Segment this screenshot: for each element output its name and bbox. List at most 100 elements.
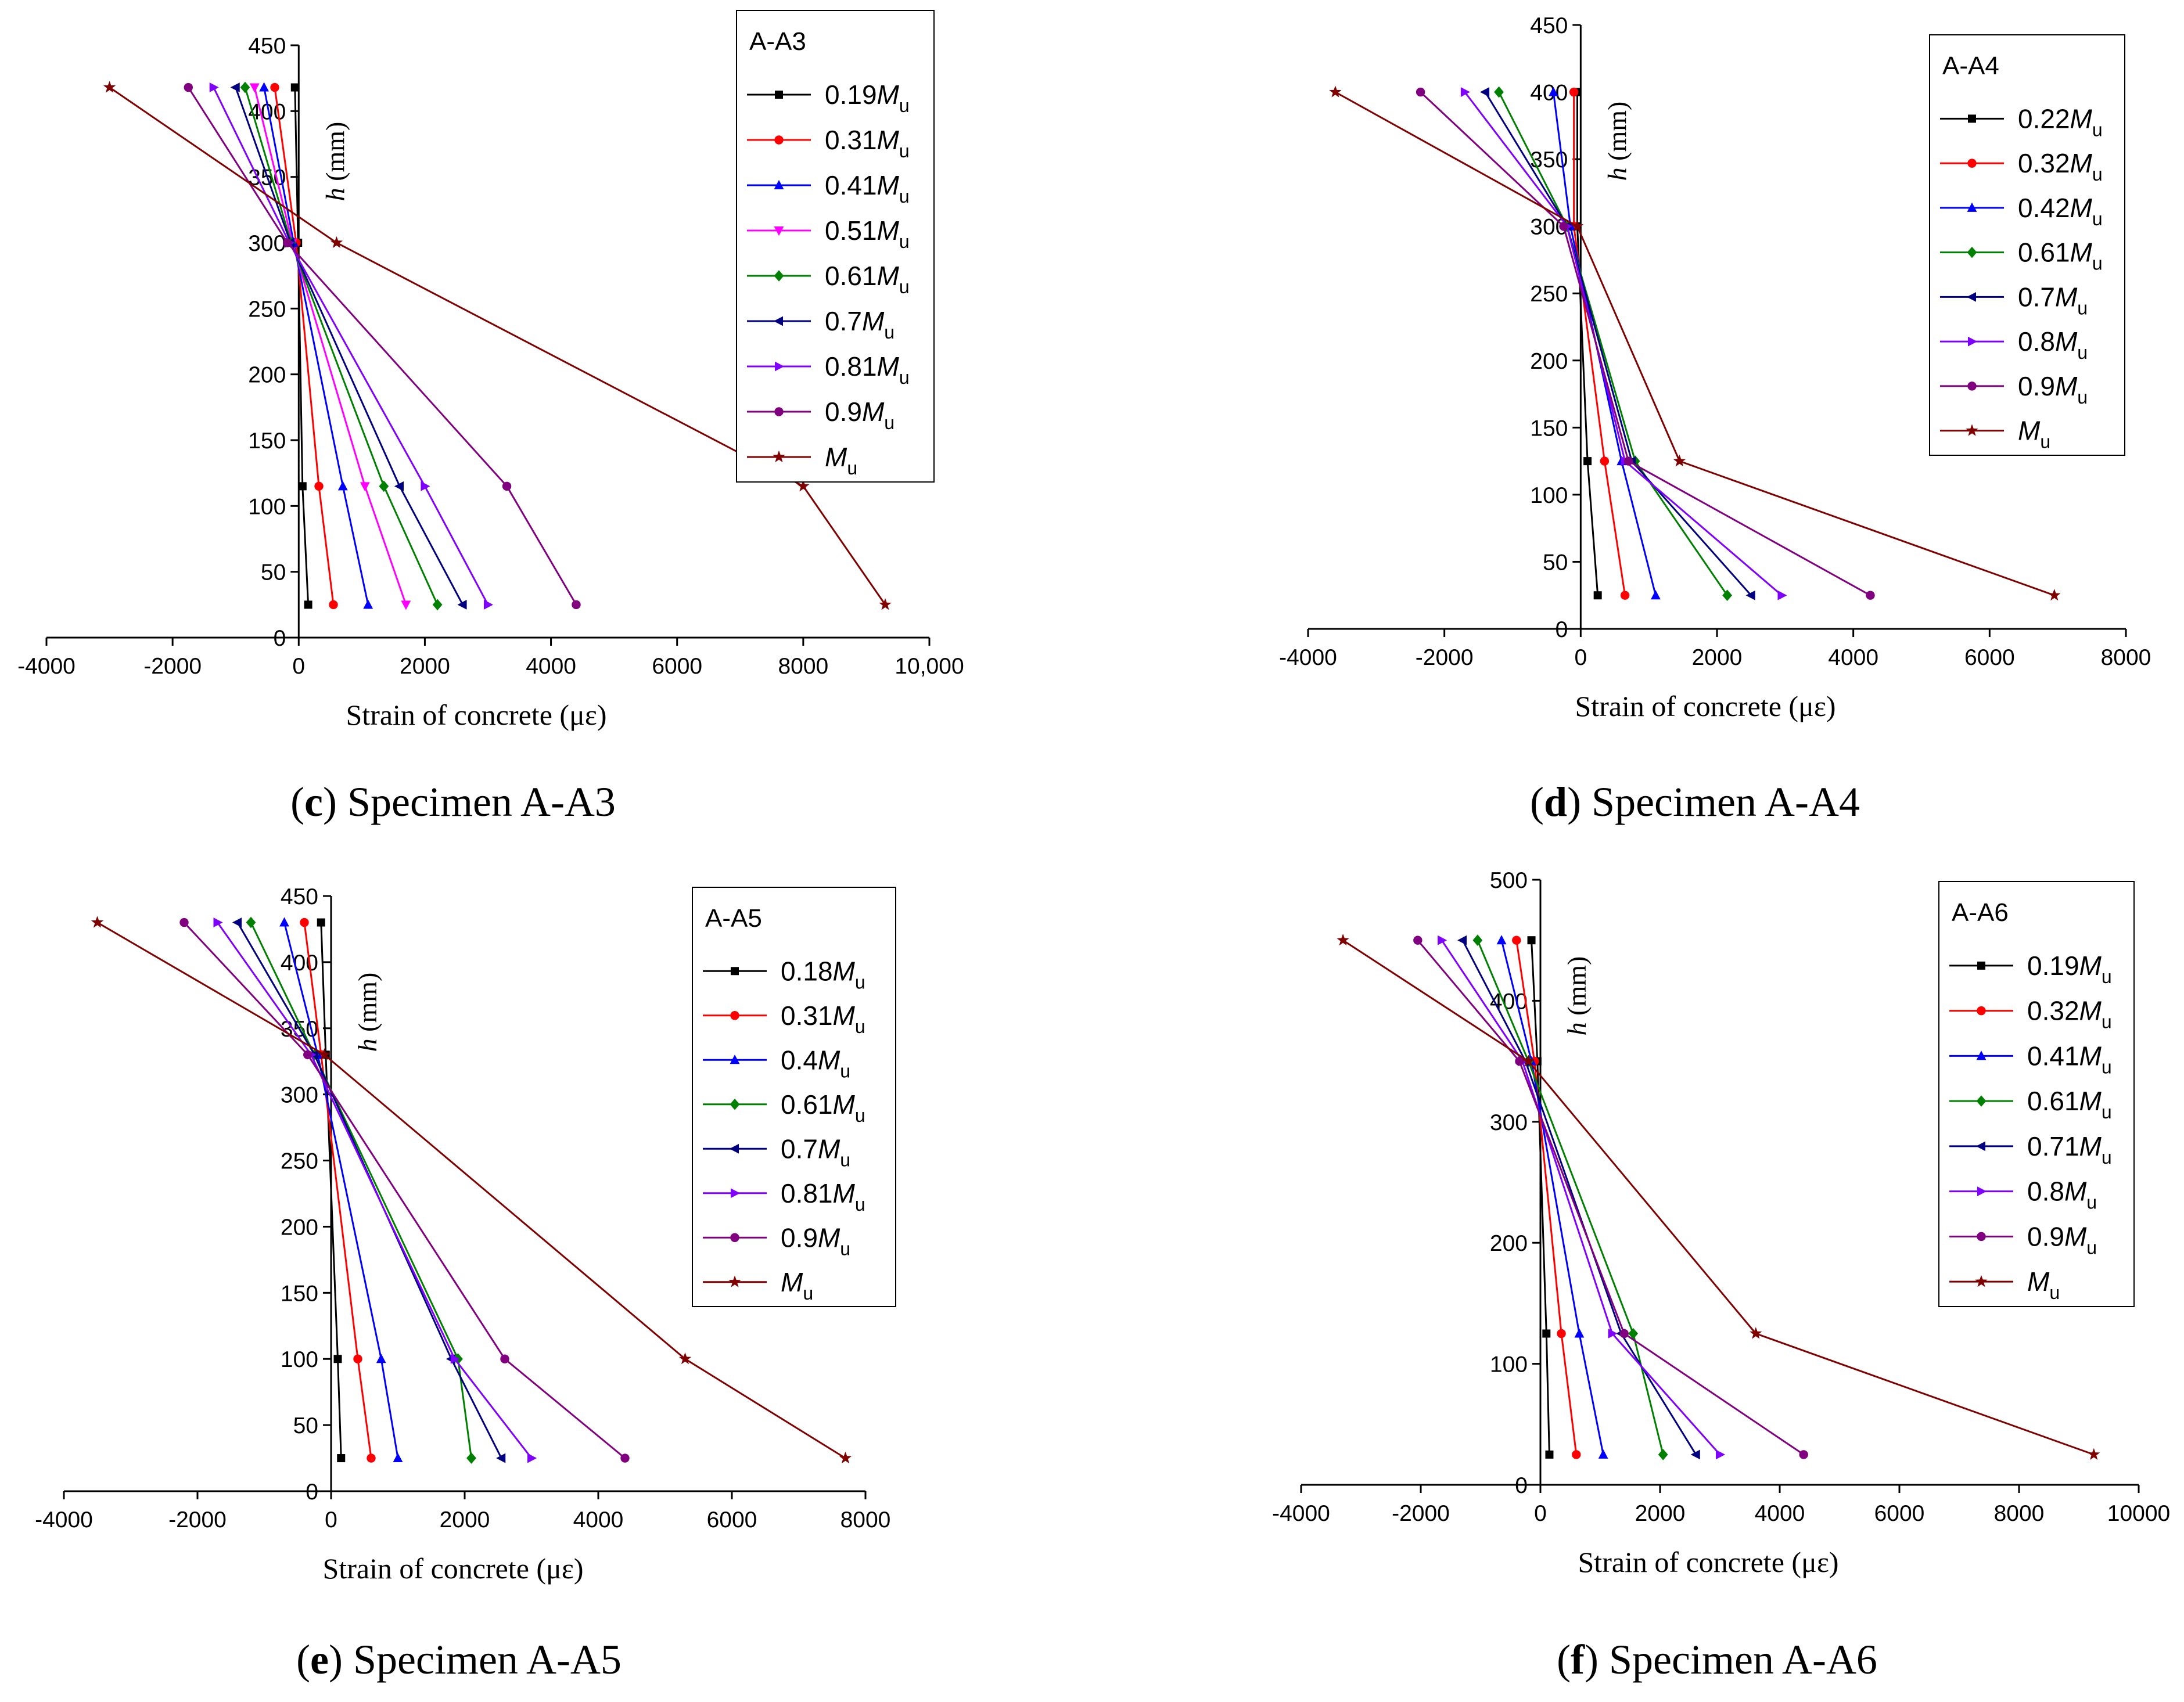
data-point bbox=[184, 82, 193, 92]
x-tick-label: 2000 bbox=[440, 1507, 490, 1532]
data-point bbox=[240, 81, 250, 93]
legend-entry-coef: 0.42 bbox=[2018, 193, 2070, 223]
data-point bbox=[797, 480, 810, 492]
legend-marker bbox=[1966, 424, 1978, 436]
data-point bbox=[484, 599, 494, 610]
legend-entry-subscript: u bbox=[899, 141, 910, 161]
y-tick-label: 250 bbox=[1530, 282, 1568, 307]
legend-entry-label: Mu bbox=[2018, 416, 2050, 452]
data-point bbox=[232, 917, 242, 927]
data-point bbox=[318, 1048, 331, 1060]
y-ticks: 0 100 200 300 400 500 bbox=[1490, 868, 1540, 1498]
y-tick-label: 200 bbox=[281, 1215, 318, 1240]
legend-entry-label: 0.9Mu bbox=[825, 397, 895, 433]
legend-entry-coef: 0.32 bbox=[2027, 996, 2079, 1026]
caption-text: Specimen A-A4 bbox=[1592, 779, 1860, 825]
x-tick-label: -4000 bbox=[1272, 1501, 1330, 1526]
y-tick-label: 100 bbox=[1490, 1352, 1528, 1377]
legend-entry-label: 0.22Mu bbox=[2018, 103, 2103, 140]
series-0.9Mu bbox=[1416, 87, 1875, 600]
legend-entry-subscript: u bbox=[855, 1016, 865, 1037]
legend-entry-label: Mu bbox=[2027, 1266, 2060, 1303]
y-axis-label-unit: (mm) bbox=[320, 122, 350, 188]
data-point bbox=[432, 599, 443, 611]
legend-marker bbox=[1968, 336, 1978, 347]
data-point bbox=[1329, 85, 1342, 98]
legend-marker bbox=[774, 226, 784, 236]
y-tick-label: 200 bbox=[248, 363, 286, 388]
legend-marker bbox=[774, 270, 784, 282]
legend-marker bbox=[730, 1098, 740, 1110]
y-axis-label: h (mm) bbox=[353, 973, 382, 1052]
legend-entry-symbol: M bbox=[2064, 1221, 2087, 1251]
data-point bbox=[1457, 935, 1467, 945]
data-point bbox=[333, 1355, 342, 1363]
legend-marker bbox=[730, 1011, 739, 1020]
legend-entry-label: 0.32Mu bbox=[2018, 148, 2103, 185]
x-tick-label: -2000 bbox=[1416, 645, 1474, 670]
legend-marker bbox=[1967, 382, 1977, 391]
legend-entry-symbol: M bbox=[833, 956, 856, 986]
legend-entry-coef: 0.51 bbox=[825, 215, 877, 246]
legend-entry-coef: 0.9 bbox=[825, 397, 862, 427]
legend-entry-subscript: u bbox=[855, 971, 865, 992]
data-point bbox=[1545, 1450, 1554, 1459]
x-tick-label: 0 bbox=[1574, 645, 1587, 670]
legend-entry-coef: 0.61 bbox=[2027, 1086, 2079, 1116]
x-tick-label: -2000 bbox=[168, 1507, 227, 1532]
data-point bbox=[329, 600, 338, 610]
panel-f: -4000 -2000 0 2000 4000 6000 8000 10000 0 100 200 3… bbox=[1272, 868, 2170, 1683]
legend-entry-label: 0.61Mu bbox=[2018, 238, 2103, 274]
legend-marker bbox=[1976, 1095, 1987, 1107]
legend-entry-coef: 0.71 bbox=[2027, 1131, 2079, 1161]
caption-letter: e bbox=[310, 1636, 329, 1683]
data-point bbox=[376, 1354, 386, 1363]
data-point bbox=[1623, 456, 1633, 466]
data-point bbox=[363, 599, 373, 609]
caption-text: Specimen A-A3 bbox=[347, 779, 616, 825]
legend: A-A30.19Mu0.31Mu0.41Mu0.51Mu0.61Mu0.7Mu0… bbox=[736, 10, 935, 483]
legend-entry-label: 0.31Mu bbox=[825, 125, 910, 161]
data-point bbox=[572, 600, 581, 610]
legend-entry-coef: 0.19 bbox=[825, 80, 877, 110]
legend-entry-label: 0.7Mu bbox=[2018, 282, 2088, 318]
y-tick-label: 150 bbox=[248, 429, 286, 454]
legend-entry-subscript: u bbox=[884, 322, 895, 343]
legend-entry-subscript: u bbox=[2086, 1192, 2097, 1213]
legend-entry-symbol: M bbox=[2079, 1086, 2102, 1116]
y-tick-label: 0 bbox=[274, 626, 286, 651]
legend-entry-coef: 0.4 bbox=[781, 1045, 818, 1075]
series-line bbox=[1335, 91, 2055, 596]
series-line bbox=[1576, 92, 1599, 596]
legend-entry-symbol: M bbox=[2079, 951, 2102, 981]
data-point bbox=[367, 1453, 376, 1463]
legend-entry-symbol: M bbox=[862, 397, 885, 427]
caption-paren-close: ) bbox=[329, 1636, 353, 1683]
x-tick-label: 8000 bbox=[778, 654, 828, 679]
legend-entry-label: 0.9Mu bbox=[2027, 1221, 2097, 1258]
series-line bbox=[188, 87, 577, 606]
data-point bbox=[330, 236, 343, 249]
legend-entry-coef: 0.31 bbox=[825, 125, 877, 155]
caption-paren-open: ( bbox=[1557, 1636, 1571, 1683]
data-point bbox=[839, 1451, 852, 1464]
legend-entry-coef: 0.81 bbox=[781, 1178, 833, 1208]
series-line bbox=[320, 922, 342, 1459]
series-line bbox=[1420, 91, 1871, 596]
x-tick-label: 0 bbox=[292, 654, 305, 679]
legend-entry-coef: 0.7 bbox=[2018, 282, 2055, 312]
legend-marker bbox=[729, 1143, 739, 1154]
data-point bbox=[317, 918, 325, 927]
x-tick-label: 2000 bbox=[400, 654, 450, 679]
legend-entry-symbol: M bbox=[818, 1222, 840, 1253]
legend-entry-symbol: M bbox=[833, 1089, 856, 1120]
legend-marker bbox=[1977, 1186, 1987, 1197]
x-tick-label: 6000 bbox=[652, 654, 702, 679]
x-ticks: -4000 -2000 0 2000 4000 6000 8000 bbox=[35, 1491, 890, 1532]
series-line bbox=[1484, 91, 1752, 596]
caption-paren-close: ) bbox=[323, 779, 347, 825]
legend-entry-coef: 0.31 bbox=[781, 1001, 833, 1031]
data-point bbox=[259, 82, 269, 92]
legend-entry-coef: 0.18 bbox=[781, 956, 833, 986]
